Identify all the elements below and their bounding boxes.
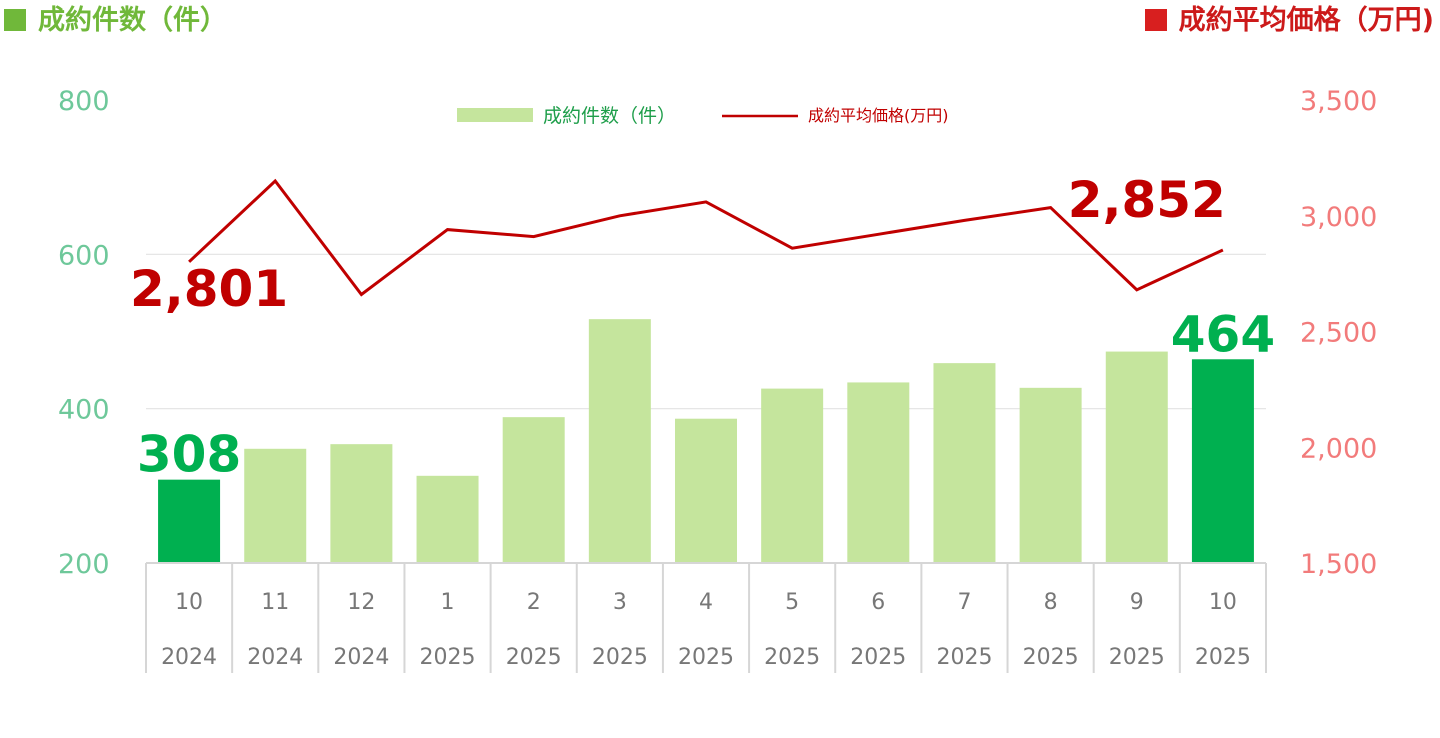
right-axis-title-text: 成約平均価格（万円) <box>1178 5 1434 36</box>
red-square-icon <box>1144 9 1167 31</box>
y-left-tick: 800 <box>58 86 110 117</box>
bar <box>588 319 651 563</box>
x-tick-year: 2025 <box>506 645 562 670</box>
right-axis-ticks: 1,500 2,000 2,500 3,000 3,500 <box>1300 86 1377 580</box>
bar <box>416 475 479 563</box>
x-tick-year: 2025 <box>678 645 734 670</box>
x-tick-month: 12 <box>347 590 375 615</box>
x-tick-year: 2025 <box>850 645 906 670</box>
legend-bar-swatch <box>457 108 533 122</box>
x-tick-month: 11 <box>261 590 289 615</box>
x-tick-month: 7 <box>957 590 971 615</box>
x-tick-year: 2025 <box>764 645 820 670</box>
bar <box>158 479 221 563</box>
x-tick-year: 2025 <box>592 645 648 670</box>
legend-line-label: 成約平均価格(万円) <box>808 106 949 125</box>
x-tick-year: 2024 <box>247 645 303 670</box>
x-tick-month: 5 <box>785 590 799 615</box>
bar <box>675 418 737 563</box>
category-axis: 10 2024 11 2024 12 2024 1 2025 2 2025 3 2025 4 2025 5 2… <box>145 562 1267 673</box>
y-right-tick: 2,500 <box>1300 318 1377 349</box>
left-axis-title: 成約件数（件） <box>4 2 227 40</box>
x-tick-month: 4 <box>699 590 713 615</box>
line-series <box>188 178 1224 297</box>
gridlines <box>146 253 1266 410</box>
y-left-tick: 400 <box>58 395 110 426</box>
bar <box>244 448 307 563</box>
x-tick-month: 10 <box>175 590 203 615</box>
x-tick-month: 2 <box>527 590 541 615</box>
y-left-tick: 200 <box>58 549 110 580</box>
bar <box>1105 351 1168 563</box>
callout-bar-last: 464 <box>1171 305 1275 363</box>
y-right-tick: 1,500 <box>1300 549 1377 580</box>
x-tick-year: 2024 <box>161 645 217 670</box>
bar <box>1019 387 1082 563</box>
bar <box>761 388 824 563</box>
x-tick-year: 2025 <box>1109 645 1165 670</box>
bar <box>847 382 910 563</box>
legend: 成約件数（件） 成約平均価格(万円) <box>457 105 949 127</box>
y-left-tick: 600 <box>58 240 110 271</box>
x-tick-month: 3 <box>613 590 627 615</box>
bar <box>330 444 393 563</box>
x-tick-month: 9 <box>1130 590 1144 615</box>
callout-line-last: 2,852 <box>1068 171 1226 229</box>
bar-series <box>158 319 1254 563</box>
bar <box>1191 359 1254 563</box>
x-tick-month: 10 <box>1209 590 1237 615</box>
callout-bar-first: 308 <box>137 426 241 484</box>
y-right-tick: 2,000 <box>1300 433 1377 464</box>
x-tick-year: 2025 <box>936 645 992 670</box>
left-axis-ticks: 200 400 600 800 <box>58 86 110 580</box>
legend-bar-label: 成約件数（件） <box>543 105 676 127</box>
bar <box>933 363 996 563</box>
x-tick-year: 2025 <box>1023 645 1079 670</box>
callout-line-first: 2,801 <box>130 260 288 318</box>
x-tick-month: 6 <box>871 590 885 615</box>
x-tick-year: 2025 <box>420 645 476 670</box>
x-tick-month: 8 <box>1044 590 1058 615</box>
callouts: 308 464 2,801 2,852 <box>130 171 1275 484</box>
x-tick-year: 2025 <box>1195 645 1251 670</box>
x-tick-month: 1 <box>441 590 455 615</box>
y-right-tick: 3,500 <box>1300 86 1377 117</box>
x-tick-year: 2024 <box>333 645 389 670</box>
right-axis-title: 成約平均価格（万円) <box>1144 2 1434 40</box>
bar <box>502 417 565 563</box>
green-square-icon <box>4 9 26 31</box>
left-axis-title-text: 成約件数（件） <box>38 5 227 36</box>
y-right-tick: 3,000 <box>1300 202 1377 233</box>
